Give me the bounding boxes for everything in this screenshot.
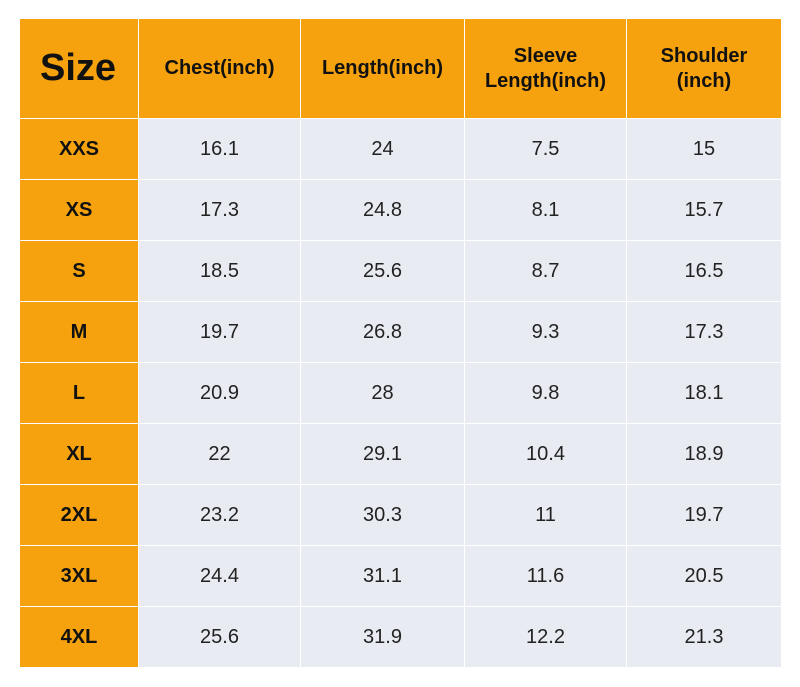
table-row: S 18.5 25.6 8.7 16.5 — [19, 240, 782, 302]
row-size-label: 3XL — [19, 545, 139, 607]
row-size-label: M — [19, 301, 139, 363]
cell-shoulder: 20.5 — [626, 545, 782, 607]
cell-length: 31.1 — [300, 545, 465, 607]
table-row: L 20.9 28 9.8 18.1 — [19, 362, 782, 424]
cell-chest: 24.4 — [138, 545, 301, 607]
cell-chest: 16.1 — [138, 118, 301, 180]
table-row: XXS 16.1 24 7.5 15 — [19, 118, 782, 180]
cell-shoulder: 18.9 — [626, 423, 782, 485]
header-sleeve-length: Sleeve Length(inch) — [464, 18, 627, 119]
cell-chest: 23.2 — [138, 484, 301, 546]
cell-shoulder: 17.3 — [626, 301, 782, 363]
row-size-label: XL — [19, 423, 139, 485]
cell-sleeve: 8.1 — [464, 179, 627, 241]
cell-sleeve: 8.7 — [464, 240, 627, 302]
cell-sleeve: 11.6 — [464, 545, 627, 607]
cell-shoulder: 18.1 — [626, 362, 782, 424]
row-size-label: XXS — [19, 118, 139, 180]
cell-sleeve: 9.8 — [464, 362, 627, 424]
header-sleeve-line1: Sleeve — [513, 44, 578, 67]
cell-length: 25.6 — [300, 240, 465, 302]
header-sleeve-line2: Length(inch) — [484, 69, 607, 92]
cell-sleeve: 7.5 — [464, 118, 627, 180]
header-shoulder-line2: (inch) — [676, 69, 732, 92]
cell-length: 24.8 — [300, 179, 465, 241]
table-row: 2XL 23.2 30.3 11 19.7 — [19, 484, 782, 546]
table-row: XL 22 29.1 10.4 18.9 — [19, 423, 782, 485]
cell-length: 31.9 — [300, 606, 465, 668]
cell-chest: 17.3 — [138, 179, 301, 241]
cell-shoulder: 21.3 — [626, 606, 782, 668]
table-header: Size Chest(inch) Length(inch) Sleeve Len… — [19, 18, 782, 119]
table-row: 3XL 24.4 31.1 11.6 20.5 — [19, 545, 782, 607]
table-row: 4XL 25.6 31.9 12.2 21.3 — [19, 606, 782, 668]
row-size-label: L — [19, 362, 139, 424]
header-shoulder-line1: Shoulder — [660, 44, 748, 67]
table-row: XS 17.3 24.8 8.1 15.7 — [19, 179, 782, 241]
cell-length: 29.1 — [300, 423, 465, 485]
header-shoulder: Shoulder (inch) — [626, 18, 782, 119]
cell-shoulder: 19.7 — [626, 484, 782, 546]
header-size: Size — [19, 18, 139, 119]
header-chest: Chest(inch) — [138, 18, 301, 119]
size-chart: Size Chest(inch) Length(inch) Sleeve Len… — [19, 18, 782, 668]
cell-shoulder: 16.5 — [626, 240, 782, 302]
cell-sleeve: 12.2 — [464, 606, 627, 668]
cell-length: 28 — [300, 362, 465, 424]
cell-length: 24 — [300, 118, 465, 180]
row-size-label: 2XL — [19, 484, 139, 546]
row-size-label: S — [19, 240, 139, 302]
row-size-label: XS — [19, 179, 139, 241]
cell-shoulder: 15.7 — [626, 179, 782, 241]
cell-chest: 19.7 — [138, 301, 301, 363]
cell-chest: 18.5 — [138, 240, 301, 302]
cell-chest: 20.9 — [138, 362, 301, 424]
cell-sleeve: 11 — [464, 484, 627, 546]
row-size-label: 4XL — [19, 606, 139, 668]
table-body: XXS 16.1 24 7.5 15 XS 17.3 24.8 8.1 15.7 S 18.5 25.6… — [19, 118, 782, 668]
cell-chest: 25.6 — [138, 606, 301, 668]
cell-shoulder: 15 — [626, 118, 782, 180]
cell-sleeve: 10.4 — [464, 423, 627, 485]
table-row: M 19.7 26.8 9.3 17.3 — [19, 301, 782, 363]
size-table: Size Chest(inch) Length(inch) Sleeve Len… — [19, 18, 782, 668]
cell-sleeve: 9.3 — [464, 301, 627, 363]
cell-chest: 22 — [138, 423, 301, 485]
cell-length: 26.8 — [300, 301, 465, 363]
cell-length: 30.3 — [300, 484, 465, 546]
header-row: Size Chest(inch) Length(inch) Sleeve Len… — [19, 18, 782, 119]
header-length: Length(inch) — [300, 18, 465, 119]
